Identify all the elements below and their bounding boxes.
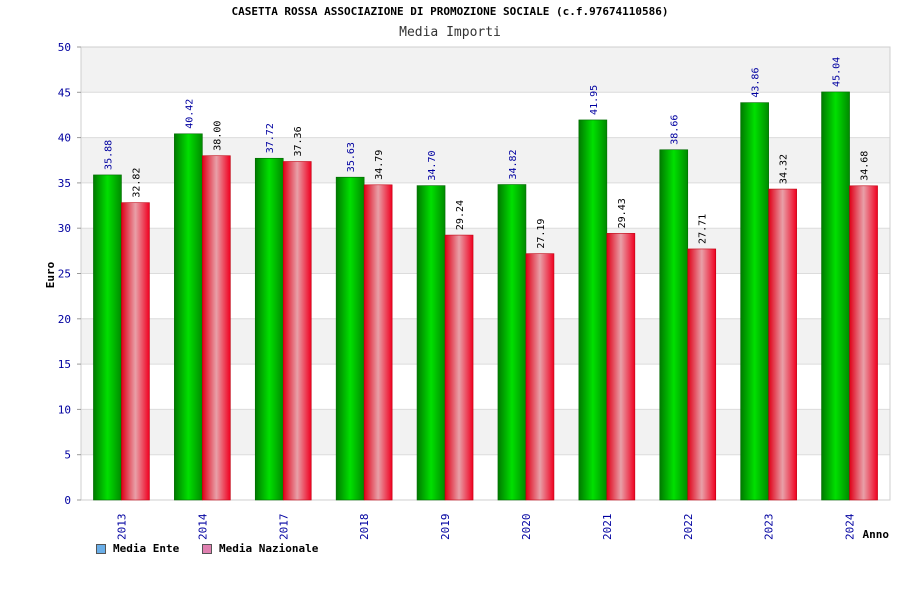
legend-swatch-nazionale <box>202 543 212 554</box>
bar <box>768 188 797 501</box>
x-tick-label: 2024 <box>844 513 857 540</box>
bars: 35.88 32.82 40.42 38.00 37.72 37.36 35.63 34.79… <box>93 57 878 501</box>
bar <box>444 234 474 501</box>
y-tick-label: 50 <box>58 41 71 54</box>
bar <box>606 233 636 501</box>
bar <box>821 91 850 501</box>
y-tick-label: 15 <box>58 358 71 371</box>
x-tick-label: 2019 <box>439 514 452 541</box>
data-label: 34.32 <box>779 154 790 184</box>
y-axis: 0 5 10 15 20 25 30 35 40 45 50 <box>58 41 81 507</box>
data-label: 34.70 <box>427 151 438 181</box>
chart-subtitle: Media Importi <box>399 25 501 40</box>
data-label: 32.82 <box>131 168 142 198</box>
plot-band <box>81 47 890 93</box>
data-label: 34.79 <box>374 150 385 180</box>
data-label: 29.24 <box>455 200 466 230</box>
x-tick-label: 2014 <box>196 513 209 540</box>
legend-swatch-ente <box>96 543 106 554</box>
x-tick-label: 2023 <box>763 514 776 541</box>
data-label: 29.43 <box>617 198 628 228</box>
data-label: 45.04 <box>832 57 843 87</box>
bar <box>578 119 608 501</box>
data-label: 37.72 <box>265 123 276 153</box>
x-tick-label: 2021 <box>601 514 614 541</box>
y-tick-label: 25 <box>58 268 71 281</box>
data-label: 27.71 <box>698 214 709 244</box>
y-tick-label: 10 <box>58 403 71 416</box>
data-label: 34.82 <box>508 149 519 179</box>
bar <box>93 174 122 501</box>
bar <box>659 149 689 501</box>
y-tick-label: 5 <box>64 449 71 462</box>
bar <box>740 102 769 501</box>
y-axis-title: Euro <box>44 261 57 288</box>
data-label: 38.00 <box>212 121 223 151</box>
data-label: 43.86 <box>751 68 762 98</box>
data-label: 38.66 <box>670 115 681 145</box>
bar <box>416 185 446 501</box>
legend-label-nazionale: Media Nazionale <box>219 542 319 555</box>
x-tick-label: 2017 <box>277 514 290 541</box>
bar <box>363 184 393 501</box>
x-tick-label: 2022 <box>682 514 695 541</box>
bar <box>687 248 717 501</box>
bar <box>254 157 284 501</box>
data-label: 40.42 <box>184 99 195 129</box>
bar <box>174 133 203 501</box>
x-axis-title: Anno <box>863 528 890 541</box>
data-label: 27.19 <box>536 219 547 249</box>
y-tick-label: 20 <box>58 313 71 326</box>
bar <box>202 155 231 501</box>
data-label: 35.88 <box>103 140 114 170</box>
bar <box>335 176 365 501</box>
bar <box>121 202 150 501</box>
bar <box>497 184 527 501</box>
data-label: 35.63 <box>346 142 357 172</box>
y-tick-label: 30 <box>58 222 71 235</box>
data-label: 41.95 <box>589 85 600 115</box>
bar <box>525 253 555 501</box>
x-tick-label: 2013 <box>115 514 128 541</box>
x-tick-label: 2020 <box>520 514 533 541</box>
x-axis: 2013 2014 2017 2018 2019 2020 2021 2022 2023 2024 <box>115 513 856 540</box>
y-tick-label: 40 <box>58 132 71 145</box>
chart-title: CASETTA ROSSA ASSOCIAZIONE DI PROMOZIONE… <box>231 5 669 18</box>
bar <box>849 185 878 501</box>
legend-item-media-ente: Media Ente <box>96 542 179 555</box>
y-tick-label: 0 <box>64 494 71 507</box>
legend-label-ente: Media Ente <box>113 542 180 555</box>
data-label: 37.36 <box>293 126 304 156</box>
data-label: 34.68 <box>860 151 871 181</box>
x-tick-label: 2018 <box>358 514 371 541</box>
y-tick-label: 45 <box>58 86 71 99</box>
legend-item-media-nazionale: Media Nazionale <box>202 542 318 555</box>
y-tick-label: 35 <box>58 177 71 190</box>
bar <box>282 161 312 501</box>
